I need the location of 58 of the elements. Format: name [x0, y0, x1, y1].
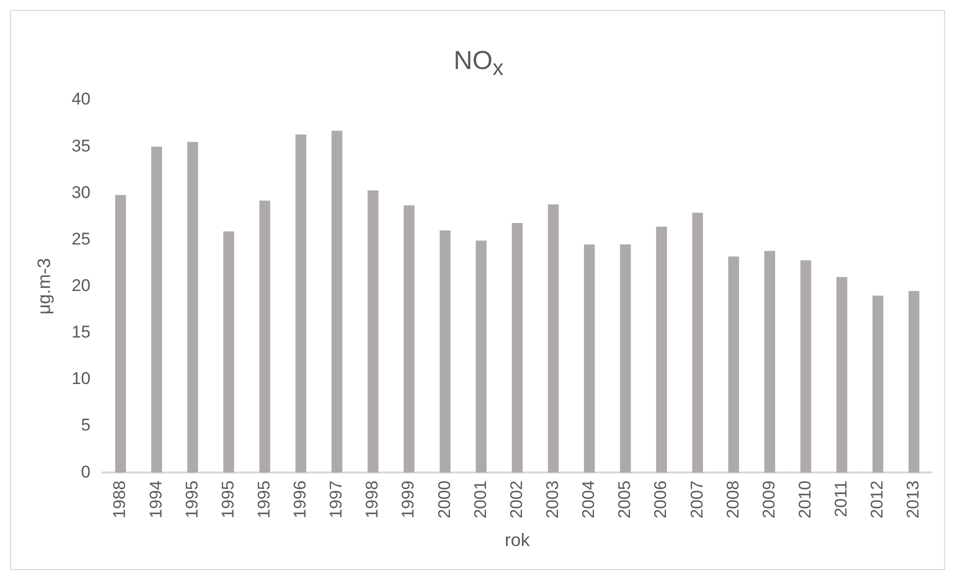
- x-tick-label: 1997: [326, 480, 346, 518]
- y-tick-label: 40: [72, 90, 91, 109]
- x-tick-label: 1988: [110, 480, 130, 518]
- y-tick-label: 5: [81, 416, 91, 435]
- y-tick-label: 35: [72, 136, 91, 156]
- y-tick-label: 30: [72, 182, 91, 202]
- bar: [908, 290, 920, 473]
- x-tick-label: 1994: [146, 480, 166, 518]
- x-tick-label: 1996: [290, 480, 310, 518]
- bar: [151, 146, 162, 473]
- y-tick-label: 10: [72, 369, 91, 388]
- bar: [836, 276, 848, 473]
- x-axis-title: rok: [504, 530, 531, 550]
- bar: [692, 212, 703, 473]
- x-tick-label: 1995: [218, 480, 238, 518]
- y-tick-label: 15: [72, 322, 91, 342]
- x-tick-label: 2012: [868, 480, 887, 518]
- x-tick-label: 2013: [904, 480, 923, 518]
- x-tick-label: 2010: [795, 480, 814, 518]
- bar: [368, 190, 378, 473]
- x-tick-label: 1995: [254, 480, 274, 518]
- bar: [548, 204, 559, 473]
- x-tick-label: 2001: [470, 480, 490, 518]
- bar: [440, 230, 451, 473]
- y-tick-label: 20: [72, 276, 91, 295]
- bar: [584, 244, 595, 473]
- bar: [223, 231, 234, 473]
- bar: [259, 200, 270, 473]
- y-tick-label: 0: [81, 462, 91, 482]
- x-tick-label: 2005: [615, 480, 634, 518]
- y-axis-title: μg.m-3: [34, 258, 54, 314]
- chart-title: NO$_{x}$: [452, 45, 504, 82]
- x-tick-label: 2009: [759, 480, 778, 518]
- x-tick-label: 2002: [506, 480, 526, 518]
- bar: [620, 244, 631, 473]
- x-tick-label: 1995: [182, 480, 202, 518]
- x-tick-label: 2011: [832, 480, 851, 518]
- bar: [404, 205, 414, 473]
- x-tick-label: 2006: [651, 480, 670, 518]
- x-tick-label: 2008: [723, 480, 742, 518]
- bar: [872, 296, 884, 473]
- x-tick-label: 2000: [434, 480, 454, 518]
- bar: [295, 134, 306, 473]
- y-tick-label: 25: [72, 229, 91, 248]
- x-tick-label: 1998: [362, 480, 382, 518]
- bar: [332, 130, 342, 473]
- x-tick-label: 2007: [687, 480, 706, 518]
- bar: [115, 195, 126, 473]
- bar: [656, 226, 667, 473]
- bar: [476, 240, 487, 473]
- bar: [800, 260, 812, 473]
- bar: [512, 222, 523, 473]
- bar: [728, 256, 740, 473]
- x-tick-label: 2003: [543, 480, 562, 518]
- bar: [187, 142, 198, 473]
- x-tick-label: 1999: [398, 480, 418, 518]
- bar: [764, 250, 776, 473]
- x-tick-label: 2004: [579, 480, 598, 518]
